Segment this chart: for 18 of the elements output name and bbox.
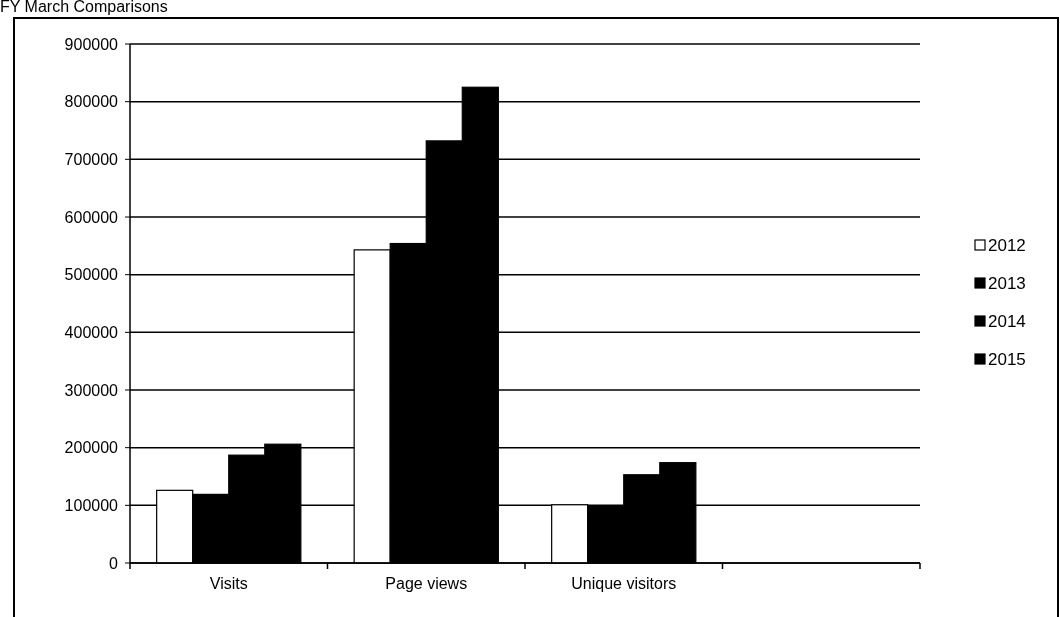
y-tick-label: 200000 — [64, 439, 119, 457]
y-tick-label: 100000 — [64, 496, 119, 514]
legend-label: 2013 — [988, 273, 1026, 293]
y-tick-label: 800000 — [64, 93, 119, 111]
x-tick-label: Unique visitors — [571, 575, 677, 592]
y-tick-label: 400000 — [64, 323, 119, 341]
y-tick-label: 0 — [109, 554, 119, 572]
legend-label: 2015 — [988, 349, 1026, 369]
y-tick-label: 900000 — [64, 35, 119, 53]
y-tick-label: 300000 — [64, 381, 119, 399]
chart-title: FY March Comparisons — [0, 0, 168, 15]
legend-label: 2014 — [988, 311, 1026, 331]
y-tick-label: 600000 — [64, 208, 119, 226]
x-tick-label: Page views — [385, 575, 468, 592]
y-tick-label: 700000 — [64, 150, 119, 168]
y-tick-label: 500000 — [64, 266, 119, 284]
legend-label: 2012 — [988, 235, 1026, 255]
x-tick-label: Visits — [209, 575, 248, 592]
